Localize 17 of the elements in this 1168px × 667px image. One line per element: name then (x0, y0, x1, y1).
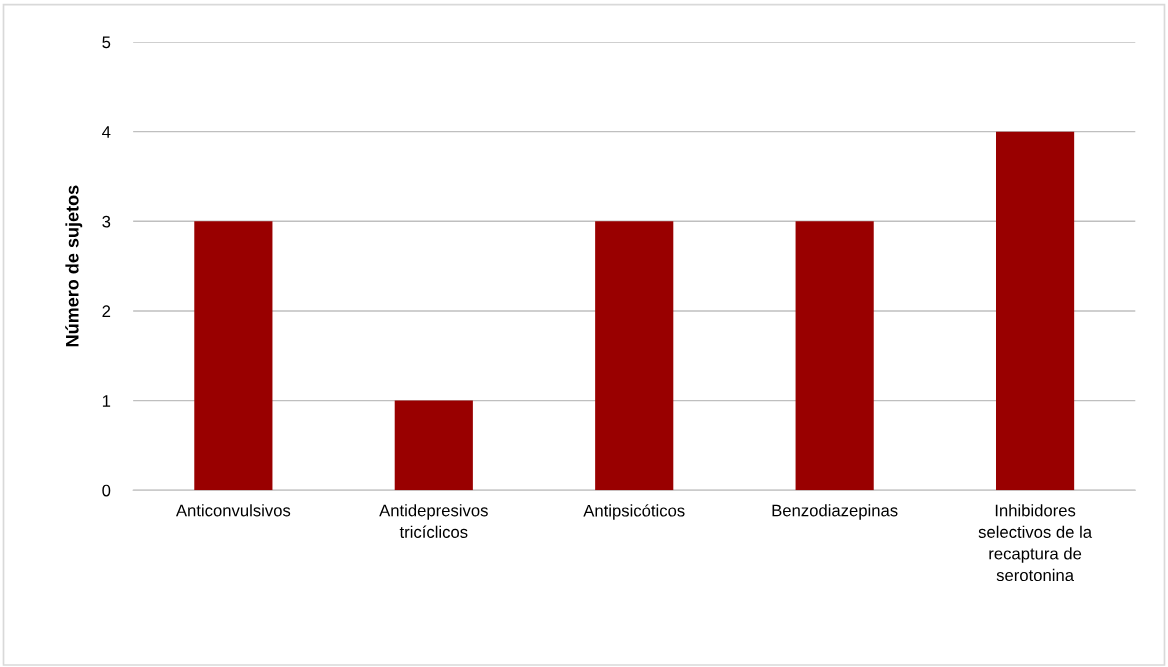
y-tick-label: 1 (102, 395, 111, 407)
x-tick-label: Inhibidores selectivos de la recaptura de serotonina (978, 504, 1093, 582)
bar (194, 221, 273, 491)
x-tick-label: Anticonvulsivos (175, 504, 291, 517)
y-tick-label: 2 (102, 305, 111, 317)
x-tick-label: Antidepresivos tricíclicos (379, 504, 488, 538)
bar (795, 221, 874, 491)
bar (394, 400, 473, 491)
y-tick-label: 3 (102, 215, 111, 228)
x-tick-label: Antipsicóticos (583, 504, 685, 520)
x-tick-label: Benzodiazepinas (772, 504, 898, 520)
bar (595, 221, 674, 491)
y-tick-label: 4 (102, 126, 111, 138)
y-tick-label: 0 (102, 484, 111, 497)
y-axis-title: Número de sujetos (65, 185, 83, 347)
y-tick-label: 5 (102, 36, 111, 49)
bar (996, 131, 1075, 491)
